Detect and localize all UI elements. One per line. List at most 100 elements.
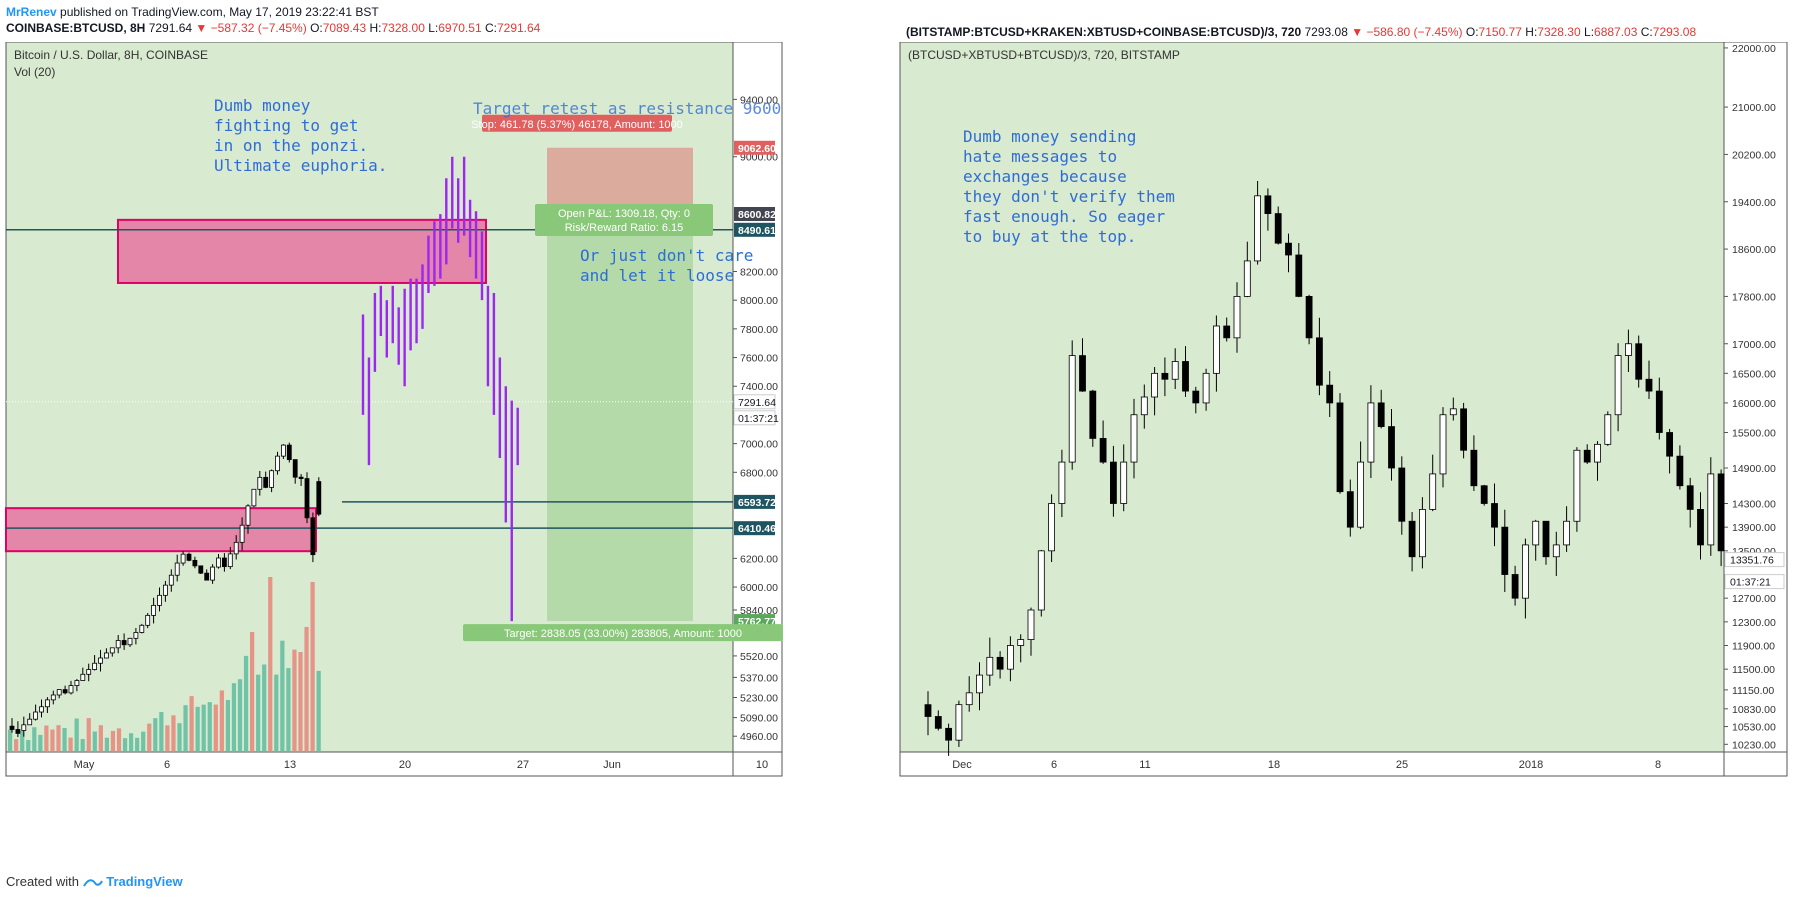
right-candle-body [1511, 574, 1519, 599]
right-candle-body [1614, 355, 1622, 416]
left-candle-body [157, 594, 162, 606]
publish-line: MrRenev published on TradingView.com, Ma… [6, 4, 1786, 20]
right-y-tick-label: 10530.00 [1732, 722, 1776, 734]
right-candle-body [1079, 355, 1086, 392]
right-candle-body [1552, 544, 1560, 558]
right-candle-body [1254, 195, 1261, 262]
volume-bar [38, 734, 43, 752]
left-price-tag-label: 7291.64 [738, 397, 776, 409]
published-text: published on TradingView.com, May 17, 20… [60, 5, 379, 19]
annotation-let-it-loose-line: Or just don't care [580, 246, 753, 265]
volume-bar [250, 632, 255, 752]
left-l-value: 6970.51 [438, 21, 482, 35]
right-candle-body [1243, 260, 1251, 297]
right-candle-body [976, 674, 983, 694]
right-y-tick-label: 10830.00 [1732, 704, 1776, 716]
volume-bar [268, 577, 273, 752]
left-candle-body [151, 604, 157, 616]
left-y-tick-label: 7800.00 [740, 324, 778, 336]
right-y-tick-label: 21000.00 [1732, 102, 1776, 114]
volume-bar [274, 674, 279, 752]
right-candle-body [1316, 337, 1323, 386]
right-candle-body [934, 716, 942, 729]
charts-canvas[interactable]: 9400.009000.008200.008000.007800.007600.… [0, 42, 1793, 868]
volume-bar [201, 704, 206, 752]
left-price-tag [734, 494, 775, 509]
left-x-tick-label: May [74, 759, 95, 771]
left-candle-body [45, 699, 50, 708]
left-y-tick-label: 7000.00 [740, 439, 778, 451]
author-link[interactable]: MrRenev [6, 5, 57, 19]
right-change: −586.80 (−7.45%) [1366, 25, 1463, 39]
left-price-tag [733, 410, 776, 426]
volume-bar [74, 718, 79, 752]
right-candle-body [1645, 378, 1653, 392]
volume-bar [159, 712, 164, 752]
left-candle-body [127, 637, 133, 646]
right-y-tick-label: 14300.00 [1732, 499, 1776, 511]
right-symbol[interactable]: (BITSTAMP:BTCUSD+KRAKEN:XBTUSD+COINBASE:… [906, 25, 1302, 39]
volume-bar [280, 640, 285, 752]
volume-bar [86, 718, 91, 752]
left-candle-body [50, 694, 56, 701]
volume-bar [165, 725, 170, 752]
volume-bar [225, 700, 230, 752]
right-c-label: C: [1640, 25, 1653, 39]
right-x-tick-label: 2018 [1519, 759, 1543, 771]
left-candle-body [280, 444, 286, 457]
left-candle-body [251, 488, 257, 507]
left-candle-body [39, 706, 44, 713]
left-x-tick-label: Jun [603, 759, 621, 771]
right-y-tick-label: 11500.00 [1732, 664, 1775, 676]
left-y-tick-label: 9400.00 [740, 94, 778, 106]
tradingview-brand[interactable]: TradingView [106, 874, 183, 889]
left-candle-body [115, 640, 121, 649]
volume-bar [316, 670, 321, 752]
left-y-tick-label: 8000.00 [740, 295, 778, 307]
left-candle-body [92, 662, 97, 670]
volume-bar [116, 728, 122, 752]
left-candle-body [292, 459, 298, 478]
volume-bar [104, 737, 109, 752]
right-candle-body [1408, 520, 1416, 558]
right-h-label: H: [1525, 25, 1538, 39]
right-x-tick-label: 8 [1655, 759, 1661, 771]
right-x-tick-label: 6 [1051, 759, 1057, 771]
right-candle-body [1357, 461, 1364, 528]
volume-bar [68, 737, 73, 752]
left-l-label: L: [428, 21, 439, 35]
left-candle-body [80, 673, 86, 681]
right-candle-body [1326, 384, 1334, 404]
target-zone [547, 214, 693, 622]
volume-bar [183, 705, 188, 752]
annotation-hate-messages-line: exchanges because [963, 167, 1127, 186]
right-candle-body [1099, 438, 1107, 463]
right-candle-body [996, 656, 1004, 670]
volume-bar [310, 582, 315, 752]
volume-bar [8, 729, 13, 752]
right-candle-body [1346, 491, 1354, 528]
left-candle-body [269, 470, 275, 488]
left-price-tag [734, 521, 775, 536]
left-price-tag [734, 222, 775, 237]
right-candle-body [1563, 520, 1570, 546]
annotation-hate-messages-line: Dumb money sending [963, 127, 1136, 146]
right-candle-body [945, 727, 952, 741]
left-h-value: 7328.00 [381, 21, 425, 35]
left-candle-body [74, 680, 80, 687]
right-candle-body [1676, 455, 1684, 487]
left-candle-body [275, 455, 280, 472]
right-y-tick-label: 18600.00 [1732, 244, 1776, 256]
left-symbol[interactable]: COINBASE:BTCUSD, 8H [6, 21, 146, 35]
right-y-tick-label: 11150.00 [1732, 685, 1774, 697]
left-y-tick-label: 4960.00 [740, 731, 778, 743]
left-y-tick-label: 6800.00 [740, 467, 778, 479]
rr-label: Risk/Reward Ratio: 6.15 [565, 222, 684, 234]
right-candle-body [1202, 372, 1210, 404]
right-candle-body [1635, 343, 1643, 380]
left-price-tag-label: 6410.46 [738, 523, 776, 535]
right-y-tick-label: 22000.00 [1732, 43, 1776, 55]
left-candle-body [21, 724, 27, 731]
volume-bar [50, 729, 55, 752]
right-candle-body [1048, 503, 1055, 552]
